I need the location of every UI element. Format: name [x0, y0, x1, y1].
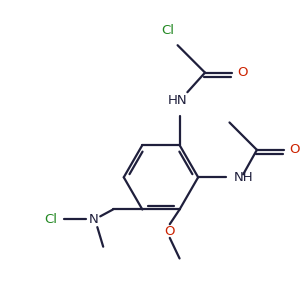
Text: HN: HN [168, 94, 188, 107]
Text: NH: NH [233, 171, 253, 184]
Text: O: O [289, 143, 300, 156]
Text: O: O [237, 66, 248, 79]
Text: Cl: Cl [44, 213, 57, 226]
Text: Cl: Cl [161, 24, 174, 37]
Text: N: N [88, 213, 98, 226]
Text: O: O [165, 225, 175, 238]
